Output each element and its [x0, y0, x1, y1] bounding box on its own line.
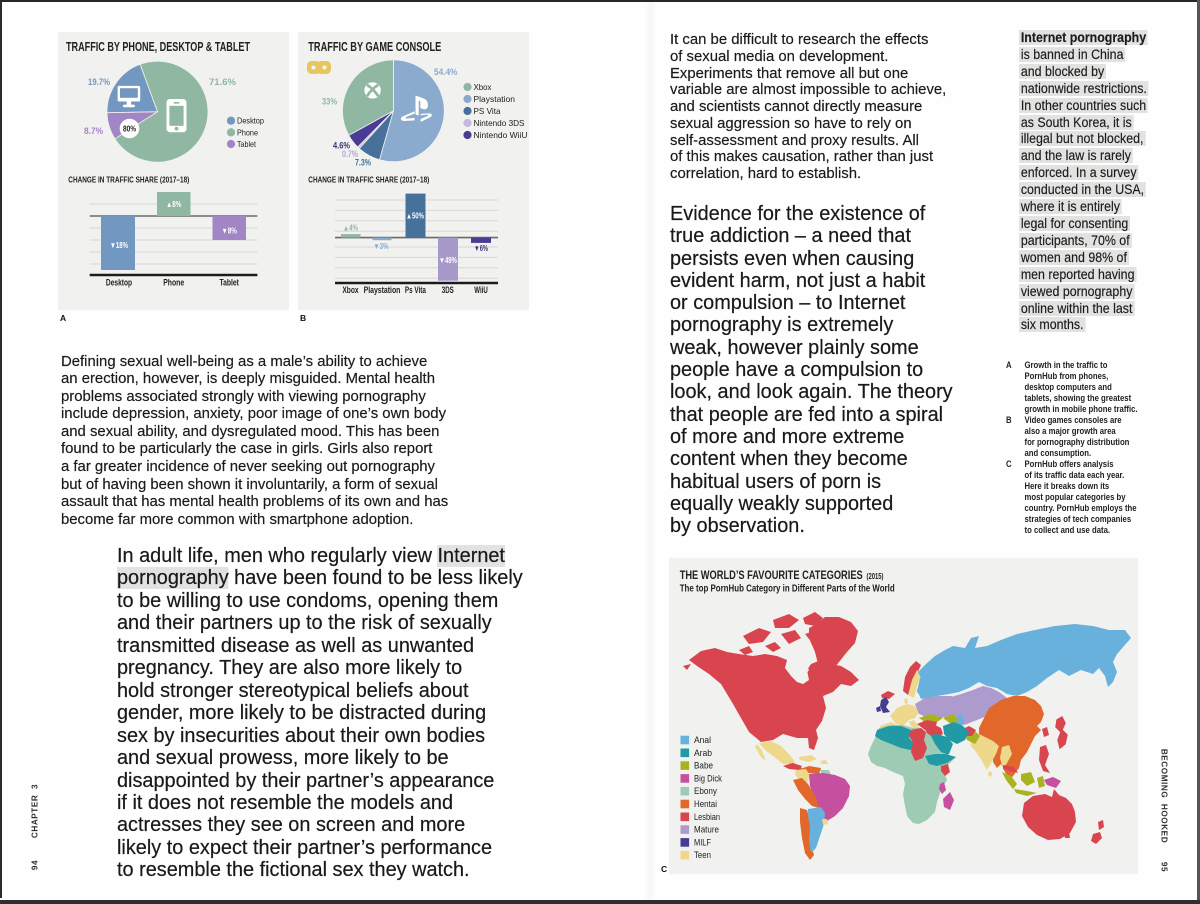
- svg-text:Playstation: Playstation: [474, 94, 516, 104]
- svg-text:80%: 80%: [123, 124, 136, 133]
- svg-text:0.7%: 0.7%: [342, 149, 358, 159]
- svg-text:Nintendo WiiU: Nintendo WiiU: [474, 130, 528, 140]
- svg-text:Babe: Babe: [694, 761, 713, 771]
- svg-text:7.3%: 7.3%: [355, 158, 371, 168]
- svg-text:▲4%: ▲4%: [343, 224, 358, 233]
- svg-text:▲50%: ▲50%: [406, 212, 424, 221]
- svg-text:Teen: Teen: [694, 850, 711, 860]
- svg-text:Phone: Phone: [237, 127, 258, 137]
- svg-text:4.6%: 4.6%: [333, 141, 350, 151]
- svg-text:▼49%: ▼49%: [439, 256, 457, 265]
- svg-text:CHANGE IN TRAFFIC SHARE (2017–: CHANGE IN TRAFFIC SHARE (2017–18): [308, 175, 429, 185]
- svg-text:Desktop: Desktop: [106, 278, 133, 288]
- svg-text:54.4%: 54.4%: [434, 67, 458, 77]
- svg-text:Nintendo 3DS: Nintendo 3DS: [474, 118, 525, 128]
- svg-text:THE WORLD’S FAVOURITE CATEGORI: THE WORLD’S FAVOURITE CATEGORIES: [680, 568, 863, 582]
- svg-text:Tablet: Tablet: [237, 139, 257, 149]
- svg-text:8.7%: 8.7%: [84, 126, 103, 136]
- svg-text:(2015): (2015): [867, 571, 884, 581]
- svg-text:Xbox: Xbox: [342, 285, 358, 295]
- svg-text:WiiU: WiiU: [474, 285, 488, 295]
- svg-text:Desktop: Desktop: [237, 116, 264, 126]
- svg-text:The top PornHub Category in Di: The top PornHub Category in Different Pa…: [680, 583, 895, 595]
- svg-text:Hentai: Hentai: [694, 799, 717, 809]
- svg-text:TRAFFIC BY GAME CONSOLE: TRAFFIC BY GAME CONSOLE: [308, 39, 441, 54]
- svg-text:Mature: Mature: [694, 825, 719, 835]
- svg-text:CHANGE IN TRAFFIC SHARE (2017–: CHANGE IN TRAFFIC SHARE (2017–18): [68, 175, 189, 185]
- svg-text:Anal: Anal: [694, 735, 711, 745]
- svg-text:Phone: Phone: [163, 278, 184, 288]
- svg-text:Ebony: Ebony: [694, 786, 718, 796]
- svg-text:▼8%: ▼8%: [222, 227, 237, 236]
- svg-text:Tablet: Tablet: [219, 278, 239, 288]
- svg-text:▼6%: ▼6%: [474, 244, 488, 253]
- svg-text:▼18%: ▼18%: [110, 241, 128, 250]
- svg-text:▼3%: ▼3%: [374, 242, 389, 251]
- svg-text:33%: 33%: [322, 97, 337, 107]
- svg-text:3DS: 3DS: [442, 285, 454, 295]
- svg-text:Big Dick: Big Dick: [694, 773, 723, 783]
- svg-text:71.6%: 71.6%: [209, 77, 236, 87]
- svg-text:19.7%: 19.7%: [88, 77, 110, 87]
- svg-text:TRAFFIC BY PHONE, DESKTOP & TA: TRAFFIC BY PHONE, DESKTOP & TABLET: [66, 39, 250, 54]
- svg-text:Xbox: Xbox: [474, 82, 493, 92]
- svg-text:Ps Vita: Ps Vita: [405, 285, 427, 295]
- svg-text:▲8%: ▲8%: [166, 200, 181, 209]
- svg-text:MILF: MILF: [694, 837, 712, 847]
- svg-text:Lesbian: Lesbian: [694, 812, 720, 822]
- svg-text:Playstation: Playstation: [364, 285, 401, 295]
- svg-text:Arab: Arab: [694, 748, 712, 758]
- svg-text:PS Vita: PS Vita: [474, 106, 501, 116]
